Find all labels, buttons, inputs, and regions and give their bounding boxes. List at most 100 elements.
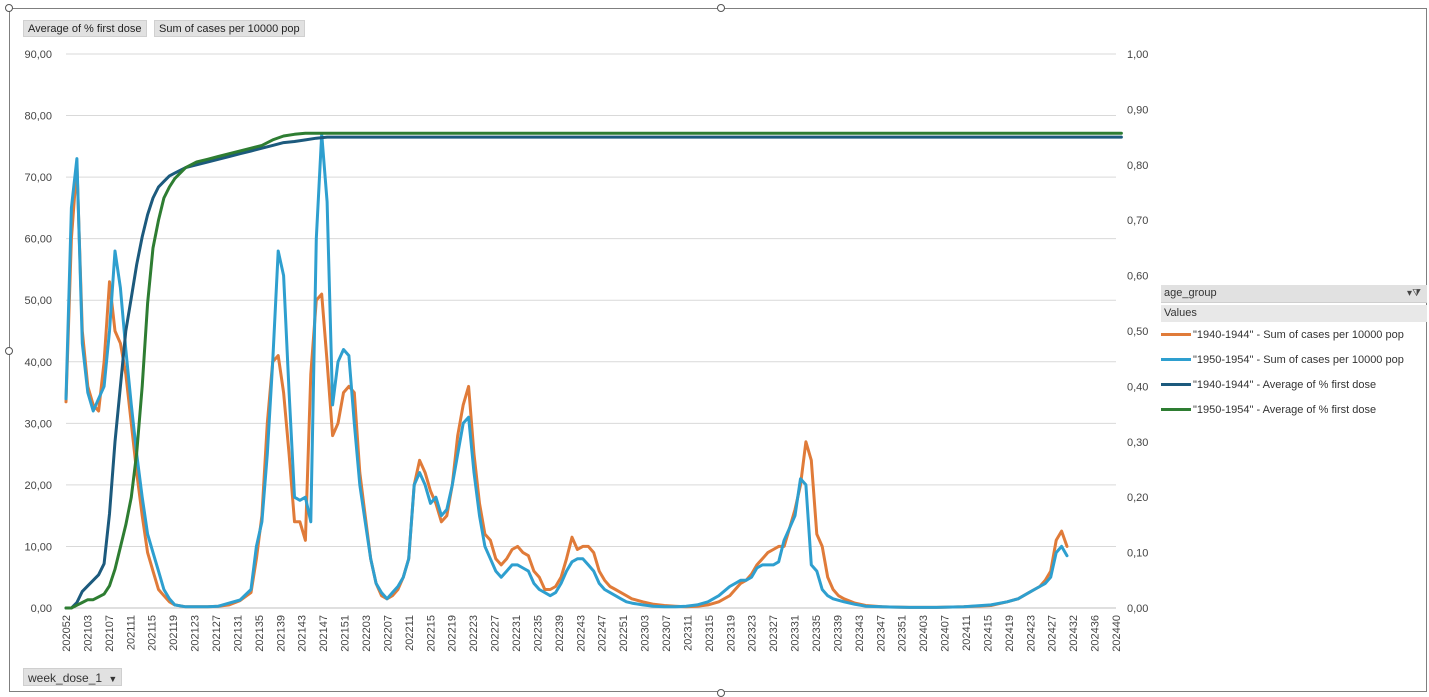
x-tick-label: 202131 [232, 615, 244, 652]
x-tick-label: 202207 [382, 615, 394, 652]
legend-item[interactable]: "1940-1944" - Average of % first dose [1161, 372, 1427, 397]
y2-tick-label: 0,40 [1127, 381, 1148, 393]
y-tick-label: 50,00 [24, 295, 52, 307]
y2-tick-label: 0,70 [1127, 215, 1148, 227]
x-tick-label: 202115 [147, 615, 159, 651]
x-tick-label: 202151 [340, 615, 352, 652]
x-tick-label: 202231 [511, 615, 523, 652]
x-tick-label: 202123 [190, 615, 202, 652]
x-tick-label: 202135 [254, 615, 266, 652]
x-tick-label: 202440 [1111, 615, 1123, 652]
y2-tick-label: 1,00 [1127, 49, 1148, 61]
x-tick-label: 202227 [490, 615, 502, 652]
x-tick-label: 202436 [1090, 615, 1102, 652]
legend-item[interactable]: "1950-1954" - Sum of cases per 10000 pop [1161, 347, 1427, 372]
axis-field-label: week_dose_1 [28, 671, 103, 685]
y-tick-label: 30,00 [24, 418, 52, 430]
x-tick-label: 202235 [532, 615, 544, 652]
x-tick-label: 202419 [1004, 615, 1016, 652]
x-tick-label: 202103 [82, 615, 94, 652]
legend-subtitle: Values [1161, 305, 1427, 322]
x-tick-label: 202347 [875, 615, 887, 652]
resize-handle-top[interactable] [717, 4, 725, 12]
x-tick-label: 202215 [425, 615, 437, 652]
x-tick-label: 202335 [811, 615, 823, 652]
x-tick-label: 202343 [854, 615, 866, 652]
x-tick-label: 202319 [725, 615, 737, 652]
y2-tick-label: 0,80 [1127, 160, 1148, 172]
series-line-3 [64, 135, 1123, 610]
x-tick-label: 202303 [640, 615, 652, 652]
x-tick-label: 202307 [661, 615, 673, 652]
legend-field-button[interactable]: age_group ▾⧩ [1161, 285, 1427, 303]
x-tick-label: 202203 [361, 615, 373, 652]
values-field-button-first-dose[interactable]: Average of % first dose [23, 20, 147, 37]
y-tick-label: 40,00 [24, 357, 52, 369]
x-tick-label: 202407 [940, 615, 952, 652]
y-tick-label: 90,00 [24, 49, 52, 61]
resize-handle-left[interactable] [5, 347, 13, 355]
y-tick-label: 10,00 [24, 541, 52, 553]
series-line-1 [64, 163, 1069, 609]
series-line-2 [64, 132, 1069, 609]
y-tick-label: 70,00 [24, 172, 52, 184]
x-tick-label: 202247 [597, 615, 609, 652]
legend-item[interactable]: "1950-1954" - Average of % first dose [1161, 397, 1427, 422]
x-tick-label: 202119 [168, 615, 180, 651]
x-tick-label: 202243 [575, 615, 587, 652]
x-tick-label: 202143 [297, 615, 309, 652]
dropdown-arrow-icon: ▼ [108, 674, 118, 684]
resize-handle-topleft[interactable] [5, 4, 13, 12]
legend-swatch [1161, 333, 1191, 336]
x-tick-label: 202107 [104, 615, 116, 652]
x-tick-label: 202323 [747, 615, 759, 652]
legend-item-label: "1950-1954" - Sum of cases per 10000 pop [1193, 353, 1404, 366]
x-tick-label: 202251 [618, 615, 630, 652]
x-tick-label: 202111 [125, 615, 137, 650]
y2-tick-label: 0,60 [1127, 271, 1148, 283]
y2-tick-label: 0,00 [1127, 603, 1148, 615]
legend-item[interactable]: "1940-1944" - Sum of cases per 10000 pop [1161, 322, 1427, 347]
y2-tick-label: 0,10 [1127, 548, 1148, 560]
x-tick-label: 202239 [554, 615, 566, 652]
y-tick-label: 60,00 [24, 234, 52, 246]
series-line-4 [64, 131, 1123, 610]
x-tick-label: 202211 [404, 615, 416, 651]
x-tick-label: 202411 [961, 615, 973, 651]
x-tick-label: 202127 [211, 615, 223, 652]
x-tick-label: 202327 [768, 615, 780, 652]
filter-icon[interactable]: ▾⧩ [1407, 288, 1421, 299]
legend-swatch [1161, 408, 1191, 411]
x-tick-label: 202432 [1068, 615, 1080, 652]
legend-swatch [1161, 358, 1191, 361]
legend-item-label: "1950-1954" - Average of % first dose [1193, 403, 1377, 416]
x-tick-label: 202331 [790, 615, 802, 652]
x-tick-label: 202427 [1047, 615, 1059, 652]
legend-swatch [1161, 383, 1191, 386]
legend-title: age_group [1164, 287, 1217, 299]
legend-item-label: "1940-1944" - Sum of cases per 10000 pop [1193, 328, 1404, 341]
x-tick-label: 202415 [982, 615, 994, 652]
y2-tick-label: 0,50 [1127, 326, 1148, 338]
x-tick-label: 202403 [918, 615, 930, 652]
y-tick-label: 80,00 [24, 111, 52, 123]
x-tick-label: 202315 [704, 615, 716, 652]
axis-field-button[interactable]: week_dose_1 ▼ [23, 668, 123, 686]
x-tick-label: 202311 [682, 615, 694, 651]
y2-tick-label: 0,20 [1127, 492, 1148, 504]
x-tick-label: 202423 [1025, 615, 1037, 652]
y2-tick-label: 0,30 [1127, 437, 1148, 449]
x-tick-label: 202351 [897, 615, 909, 652]
values-field-button-cases[interactable]: Sum of cases per 10000 pop [154, 20, 305, 37]
x-tick-label: 202339 [832, 615, 844, 652]
legend-item-label: "1940-1944" - Average of % first dose [1193, 378, 1377, 391]
legend: age_group ▾⧩ Values "1940-1944" - Sum of… [1161, 285, 1427, 422]
y-tick-label: 20,00 [24, 480, 52, 492]
x-tick-label: 202219 [447, 615, 459, 652]
y-tick-label: 0,00 [31, 603, 52, 615]
x-tick-label: 202223 [468, 615, 480, 652]
x-tick-label: 202052 [61, 615, 73, 652]
x-tick-label: 202147 [318, 615, 330, 652]
y2-tick-label: 0,90 [1127, 104, 1148, 116]
